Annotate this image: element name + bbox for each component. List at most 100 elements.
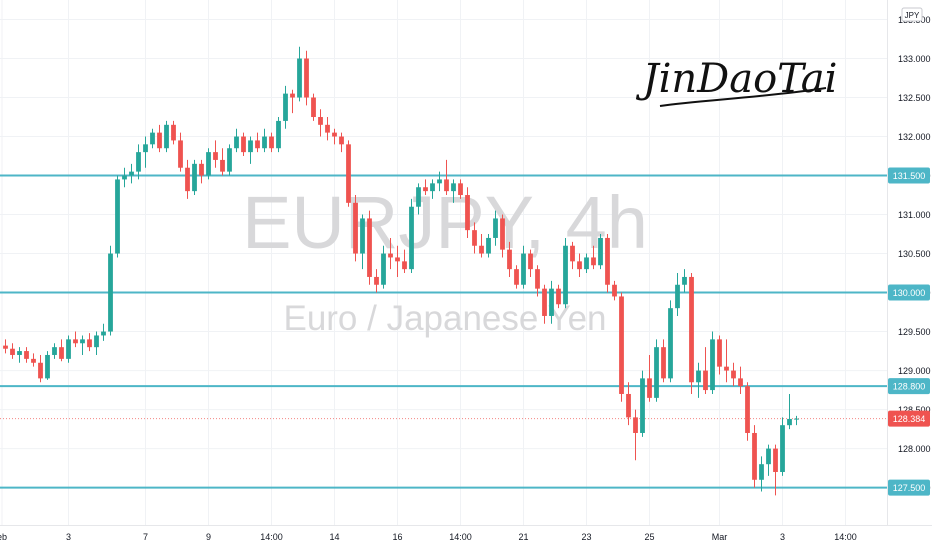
candle[interactable]: [346, 140, 351, 207]
candle[interactable]: [556, 284, 561, 309]
candle[interactable]: [136, 144, 141, 180]
candle[interactable]: [724, 339, 729, 383]
candle[interactable]: [619, 292, 624, 402]
candles[interactable]: [3, 46, 799, 496]
candle[interactable]: [101, 323, 106, 341]
candle[interactable]: [682, 269, 687, 293]
candle[interactable]: [584, 253, 589, 274]
candle[interactable]: [710, 331, 715, 394]
candle[interactable]: [304, 50, 309, 106]
candle[interactable]: [486, 234, 491, 258]
candle[interactable]: [437, 171, 442, 192]
candle[interactable]: [283, 85, 288, 129]
candle[interactable]: [640, 370, 645, 437]
candle[interactable]: [451, 179, 456, 203]
candle[interactable]: [654, 339, 659, 402]
candle[interactable]: [220, 148, 225, 176]
candle[interactable]: [213, 140, 218, 168]
candle[interactable]: [633, 409, 638, 461]
candle[interactable]: [367, 210, 372, 285]
candle[interactable]: [38, 354, 43, 383]
candle[interactable]: [535, 265, 540, 297]
candle[interactable]: [388, 237, 393, 270]
candle[interactable]: [31, 353, 36, 367]
candle[interactable]: [192, 159, 197, 196]
candle[interactable]: [227, 144, 232, 176]
candle[interactable]: [3, 339, 8, 354]
candle[interactable]: [402, 249, 407, 274]
candle[interactable]: [94, 331, 99, 355]
candle[interactable]: [262, 128, 267, 153]
candle[interactable]: [752, 425, 757, 488]
candle[interactable]: [738, 366, 743, 394]
candle[interactable]: [108, 245, 113, 336]
candle[interactable]: [416, 183, 421, 215]
candle[interactable]: [276, 117, 281, 153]
candle[interactable]: [409, 198, 414, 274]
candle[interactable]: [514, 265, 519, 289]
candle[interactable]: [696, 362, 701, 398]
candle[interactable]: [52, 343, 57, 359]
candle[interactable]: [234, 128, 239, 153]
candle[interactable]: [612, 280, 617, 301]
candle[interactable]: [248, 136, 253, 164]
candle[interactable]: [493, 210, 498, 246]
candle[interactable]: [591, 245, 596, 270]
candle[interactable]: [787, 393, 792, 430]
candle[interactable]: [374, 269, 379, 293]
candle[interactable]: [465, 187, 470, 238]
candle[interactable]: [577, 253, 582, 277]
candle[interactable]: [360, 214, 365, 270]
candle[interactable]: [794, 415, 799, 426]
candle[interactable]: [241, 132, 246, 157]
candle[interactable]: [318, 109, 323, 137]
candle[interactable]: [458, 179, 463, 199]
candle[interactable]: [479, 234, 484, 258]
candle[interactable]: [570, 241, 575, 270]
candle[interactable]: [185, 159, 190, 199]
candle[interactable]: [10, 343, 15, 359]
candle[interactable]: [353, 195, 358, 262]
candle[interactable]: [668, 300, 673, 383]
candle[interactable]: [395, 245, 400, 277]
candle[interactable]: [430, 179, 435, 199]
candle[interactable]: [500, 214, 505, 258]
candle[interactable]: [59, 339, 64, 362]
candle[interactable]: [647, 354, 652, 402]
candle[interactable]: [311, 93, 316, 121]
candle[interactable]: [731, 362, 736, 387]
candle[interactable]: [563, 237, 568, 309]
candle[interactable]: [381, 245, 386, 289]
candle[interactable]: [115, 175, 120, 258]
candle[interactable]: [269, 132, 274, 153]
candle[interactable]: [507, 241, 512, 277]
candle[interactable]: [549, 280, 554, 324]
candle[interactable]: [178, 132, 183, 172]
candle[interactable]: [444, 159, 449, 196]
candle[interactable]: [542, 284, 547, 324]
candle[interactable]: [143, 136, 148, 168]
candle[interactable]: [80, 335, 85, 355]
candle[interactable]: [521, 245, 526, 289]
candle[interactable]: [17, 347, 22, 363]
candle[interactable]: [129, 163, 134, 184]
candle[interactable]: [290, 89, 295, 114]
candle[interactable]: [626, 382, 631, 426]
candle[interactable]: [325, 117, 330, 141]
candle[interactable]: [255, 132, 260, 153]
candle[interactable]: [759, 456, 764, 492]
candle[interactable]: [87, 333, 92, 352]
candle[interactable]: [745, 382, 750, 441]
candle[interactable]: [66, 335, 71, 363]
candle[interactable]: [171, 120, 176, 145]
candle[interactable]: [675, 273, 680, 316]
candle[interactable]: [199, 159, 204, 184]
candle[interactable]: [766, 444, 771, 476]
candle[interactable]: [703, 347, 708, 394]
candle[interactable]: [598, 234, 603, 270]
candle[interactable]: [164, 120, 169, 153]
candle[interactable]: [150, 128, 155, 149]
candle[interactable]: [528, 249, 533, 277]
